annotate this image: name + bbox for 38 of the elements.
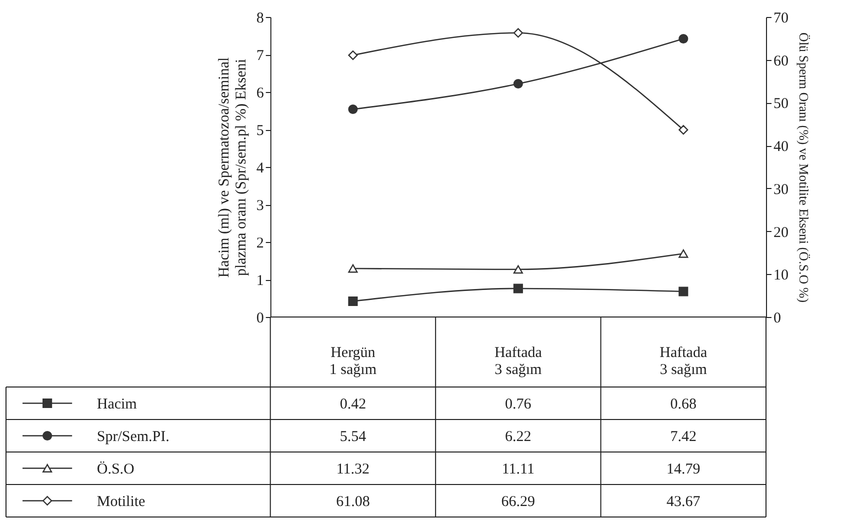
data-label: 61.08 bbox=[336, 494, 370, 510]
data-label: 7.42 bbox=[670, 428, 697, 445]
y-tick-label: 6 bbox=[256, 86, 264, 102]
legend-label: Motilite bbox=[96, 494, 146, 510]
y2-tick-label: 0 bbox=[774, 310, 781, 326]
y-tick-label: 3 bbox=[256, 198, 264, 214]
y-tick-label: 1 bbox=[256, 273, 264, 289]
data-label: 11.11 bbox=[502, 461, 534, 478]
data-label: 0.42 bbox=[340, 396, 366, 412]
y2-tick-label: 40 bbox=[774, 139, 788, 156]
y-tick-label: 4 bbox=[256, 160, 264, 176]
legend-label: Spr/Sem.PI. bbox=[96, 428, 170, 445]
y-axis-title: Hacim (ml) ve Spermatozoa/seminal plazma oranı (Spr/sem.pl %) Ekseni bbox=[216, 57, 250, 278]
y2-tick-label: 50 bbox=[774, 96, 788, 112]
y2-axis-title: Ölü Sperm Oranı (%) ve Motilite Ekseni (Ö.S.O %) bbox=[796, 32, 812, 303]
data-label: 14.79 bbox=[666, 461, 700, 478]
data-label: 43.67 bbox=[666, 494, 701, 510]
y-tick-label: 8 bbox=[256, 10, 264, 26]
y2-tick-label: 70 bbox=[774, 10, 788, 26]
legend-label: Ö.S.O bbox=[96, 460, 135, 478]
data-label: 5.54 bbox=[340, 428, 367, 445]
data-label: 0.68 bbox=[670, 396, 697, 412]
y2-tick-label: 60 bbox=[774, 53, 788, 70]
x-tick-label: Hergün 1 sağım bbox=[329, 345, 377, 378]
y-tick-label: 2 bbox=[256, 236, 264, 252]
y-tick-label: 5 bbox=[256, 123, 264, 139]
y-tick-label: 7 bbox=[256, 48, 264, 64]
y2-tick-label: 10 bbox=[774, 268, 788, 284]
data-label: 66.29 bbox=[501, 494, 536, 510]
y2-tick-label: 20 bbox=[774, 224, 788, 241]
data-label: 11.32 bbox=[336, 461, 370, 478]
data-label: 6.22 bbox=[505, 428, 532, 445]
y-tick-label: 0 bbox=[256, 310, 264, 326]
data-label: 0.76 bbox=[505, 396, 532, 412]
legend-label: Hacim bbox=[96, 396, 138, 412]
x-tick-label: Haftada 3 sağım bbox=[494, 345, 542, 378]
x-tick-label: Haftada 3 sağım bbox=[660, 345, 708, 378]
y2-tick-label: 30 bbox=[774, 182, 788, 198]
